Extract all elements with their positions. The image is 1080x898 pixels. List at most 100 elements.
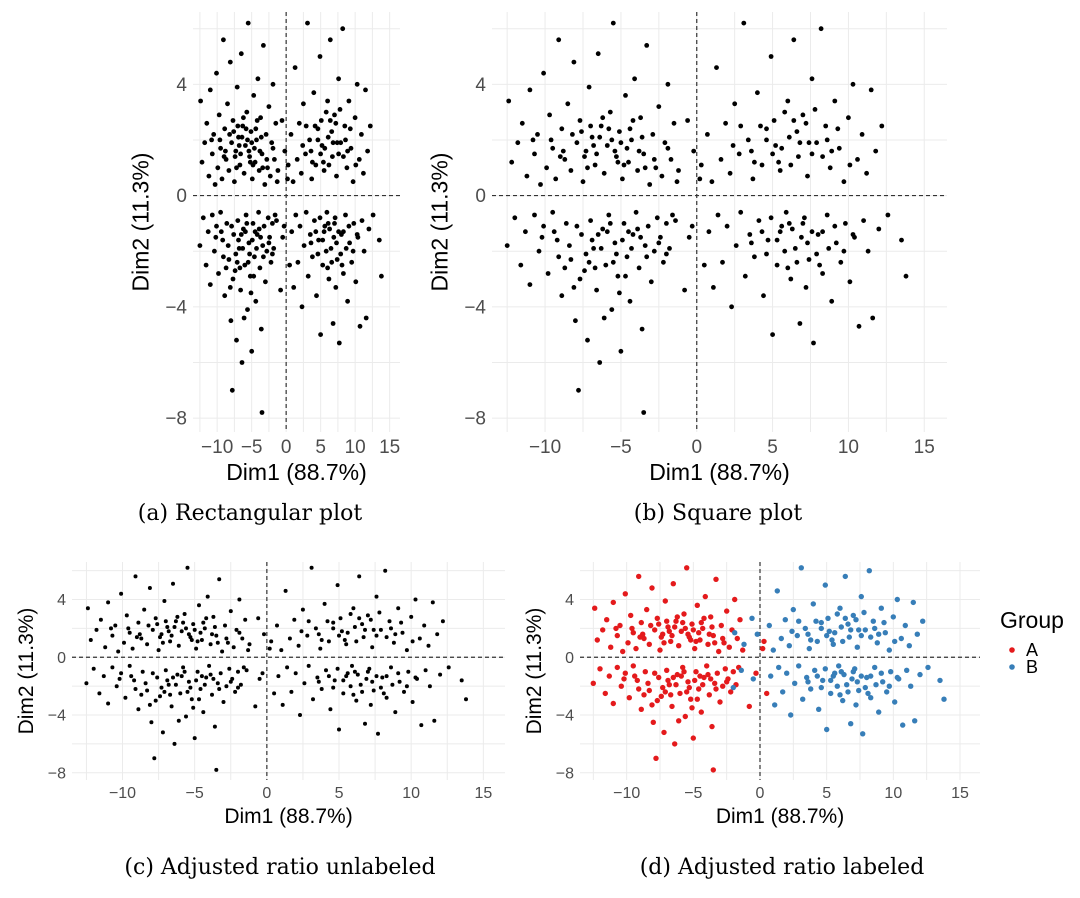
point-a: [693, 669, 699, 675]
point-b: [310, 159, 315, 165]
point-a: [615, 273, 621, 279]
point-b: [797, 140, 803, 146]
point-a: [689, 705, 695, 711]
point-a: [512, 215, 518, 221]
point-a: [258, 134, 264, 140]
point-b: [305, 273, 311, 279]
point-a: [248, 129, 254, 135]
point-b: [794, 129, 800, 135]
point-a: [589, 134, 595, 140]
point-b: [854, 679, 860, 685]
point-a: [659, 173, 665, 179]
point-a: [249, 348, 255, 354]
point-b: [870, 315, 876, 321]
point-a: [589, 237, 595, 243]
point-b: [741, 20, 747, 26]
point-a: [242, 262, 248, 268]
point-b: [791, 37, 797, 43]
point-a: [681, 669, 687, 675]
point-b: [856, 323, 862, 329]
point-a: [588, 218, 593, 224]
y-tick-label: 4: [57, 592, 66, 609]
point-b: [828, 677, 834, 684]
point-a: [625, 640, 631, 646]
point-b: [765, 237, 771, 243]
point-b: [685, 118, 690, 123]
point-a: [661, 259, 666, 265]
point-b: [336, 340, 342, 346]
point-b: [279, 648, 284, 653]
point-b: [370, 679, 375, 684]
point-b: [899, 237, 904, 243]
point-a: [636, 573, 642, 580]
point-b: [430, 600, 435, 605]
point-b: [861, 609, 867, 616]
point-a: [633, 645, 639, 652]
point-b: [782, 248, 788, 254]
point-b: [344, 642, 349, 647]
point-a: [149, 720, 154, 725]
point-b: [410, 639, 415, 644]
point-b: [282, 148, 288, 154]
point-a: [267, 234, 272, 240]
point-a: [236, 246, 242, 251]
point-a: [234, 165, 239, 171]
point-b: [355, 672, 360, 677]
point-a: [609, 307, 615, 312]
point-b: [843, 221, 848, 226]
point-a: [674, 614, 680, 620]
point-b: [328, 246, 334, 251]
point-a: [523, 229, 528, 235]
point-a: [218, 229, 224, 235]
point-a: [607, 221, 613, 226]
point-b: [812, 107, 818, 112]
point-b: [917, 671, 923, 678]
point-b: [279, 118, 285, 123]
x-tick-label: −5: [241, 437, 263, 458]
point-a: [591, 246, 596, 251]
point-a: [239, 360, 245, 365]
point-b: [292, 65, 298, 70]
point-a: [563, 221, 569, 226]
point-b: [350, 663, 354, 668]
point-b: [796, 154, 801, 160]
point-b: [332, 112, 337, 118]
legend-label-a: A: [1026, 640, 1038, 660]
point-b: [797, 321, 803, 326]
point-a: [245, 137, 250, 143]
point-b: [782, 109, 788, 115]
point-a: [656, 621, 662, 627]
point-b: [838, 624, 844, 630]
point-a: [243, 212, 249, 218]
point-a: [244, 109, 250, 115]
point-b: [902, 622, 908, 629]
point-b: [711, 285, 716, 290]
point-a: [122, 640, 126, 645]
point-a: [234, 84, 240, 90]
point-b: [296, 643, 301, 648]
point-b: [834, 683, 840, 689]
point-b: [334, 173, 339, 179]
point-a: [595, 51, 601, 57]
point-a: [255, 76, 261, 82]
point-a: [207, 87, 213, 93]
point-b: [738, 667, 744, 673]
point-b: [316, 237, 321, 243]
point-b: [384, 695, 389, 700]
point-b: [368, 702, 373, 707]
point-b: [237, 630, 242, 635]
point-b: [299, 304, 305, 310]
point-b: [826, 246, 832, 251]
point-b: [805, 679, 811, 685]
point-a: [698, 162, 704, 168]
point-b: [780, 689, 786, 695]
point-a: [223, 623, 227, 628]
point-a: [185, 689, 190, 694]
point-b: [294, 157, 300, 162]
point-b: [878, 670, 884, 676]
point-b: [378, 627, 383, 632]
point-b: [817, 262, 822, 268]
point-a: [228, 609, 233, 614]
point-a: [667, 246, 672, 251]
point-a: [639, 326, 645, 332]
